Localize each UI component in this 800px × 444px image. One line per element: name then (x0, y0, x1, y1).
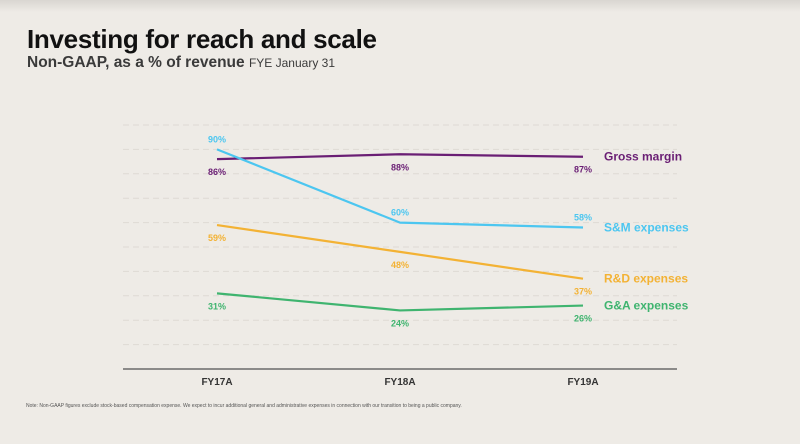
data-label: 88% (391, 162, 409, 172)
x-tick-label: FY17A (201, 377, 232, 388)
series-line-s-m-expenses (216, 148, 584, 229)
x-tick-label: FY19A (567, 377, 598, 388)
data-label: 86% (208, 167, 226, 177)
series-line-g-a-expenses (216, 292, 584, 312)
subtitle-fye: FYE January 31 (248, 56, 335, 70)
data-label: 31% (208, 301, 226, 311)
series-line-r-d-expenses (216, 223, 584, 280)
data-label: 37% (574, 287, 592, 297)
legend-label: S&M expenses (604, 220, 689, 234)
x-tick-label: FY18A (384, 377, 415, 388)
data-label: 87% (574, 165, 592, 175)
data-label: 58% (574, 212, 592, 222)
page-title: Investing for reach and scale (27, 24, 377, 54)
data-label: 60% (391, 208, 409, 218)
legend-label: Gross margin (604, 150, 682, 164)
top-shade (0, 0, 800, 12)
data-label: 90% (208, 134, 226, 144)
series-line-gross-margin (216, 153, 584, 161)
data-label: 59% (208, 233, 226, 243)
data-label: 26% (574, 314, 592, 324)
legend-label: G&A expenses (604, 299, 689, 313)
data-label: 24% (391, 318, 409, 328)
footnote: Note: Non-GAAP figures exclude stock-bas… (26, 403, 462, 409)
data-label: 48% (391, 260, 409, 270)
page-subtitle: Non-GAAP, as a % of revenue FYE January … (27, 54, 335, 72)
legend-label: R&D expenses (604, 272, 688, 286)
subtitle-main: Non-GAAP, as a % of revenue (27, 54, 245, 71)
